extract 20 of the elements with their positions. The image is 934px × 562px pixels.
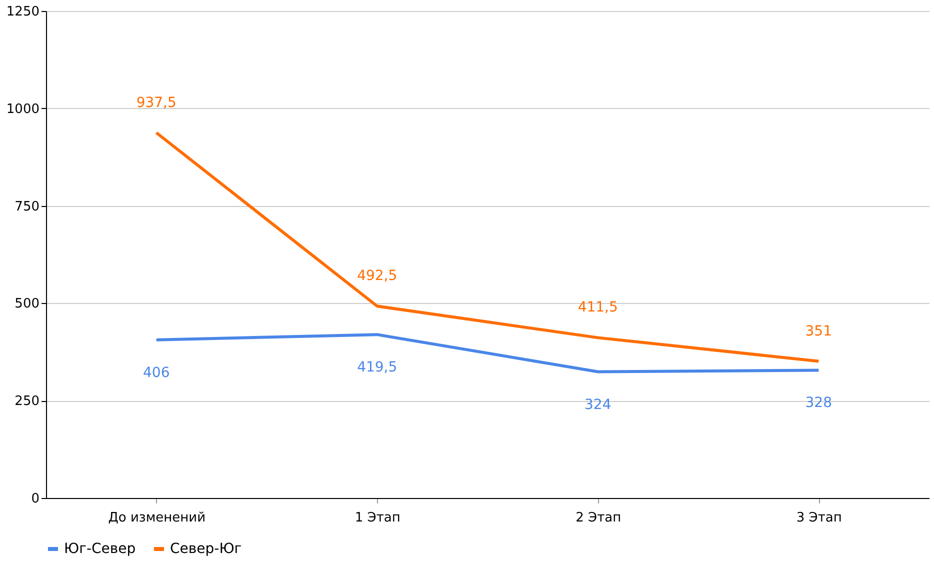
data-label: 419,5 — [357, 360, 398, 376]
data-label: 328 — [805, 395, 832, 412]
data-label: 937,5 — [136, 94, 176, 111]
data-label: 406 — [143, 364, 170, 381]
x-tick-label: 2 Этап — [576, 510, 622, 526]
y-tick-label: 0 — [31, 492, 40, 506]
data-label: 411,5 — [578, 300, 618, 316]
data-label: 492,5 — [357, 268, 398, 284]
y-tick-label: 1000 — [6, 102, 40, 117]
x-tick-label: 1 Этап — [354, 510, 400, 526]
y-tick-label: 750 — [14, 199, 40, 214]
legend-label: Север-Юг — [170, 541, 242, 557]
x-tick-label: 3 Этап — [796, 510, 842, 526]
legend-label: Юг-Север — [64, 541, 136, 557]
data-label: 351 — [805, 323, 832, 340]
y-tick-label: 250 — [14, 394, 40, 410]
y-tick-label: 500 — [14, 296, 40, 312]
y-tick-label: 1250 — [6, 4, 40, 20]
data-label: 324 — [584, 396, 612, 413]
x-tick-label: До изменений — [108, 510, 206, 526]
